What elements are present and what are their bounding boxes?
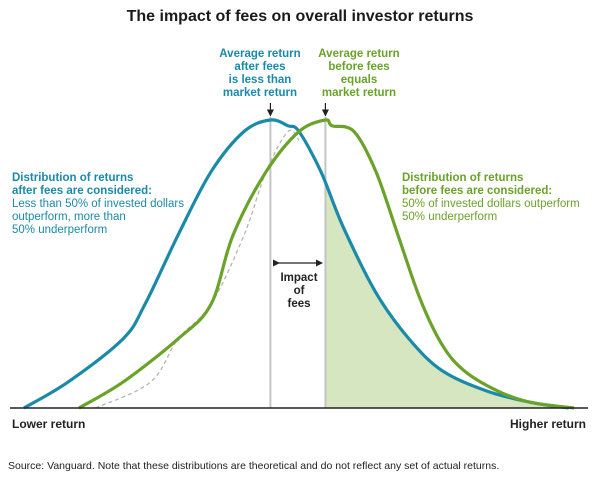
before-avg-label: Average return before fees equals market… [318,48,400,99]
lower-return-label: Lower return [12,417,86,431]
after-fees-curve [23,118,569,410]
after-dist-title: Distribution of returns after fees are c… [12,172,152,197]
chart-title: The impact of fees on overall investor r… [126,8,474,25]
shaded-outperform-region [325,182,569,408]
higher-return-label: Higher return [509,417,586,431]
before-fees-curve [78,118,575,410]
before-dist-body: 50% of invested dollars outperform 50% u… [402,198,580,223]
before-fees-dashed-curve [95,129,300,409]
impact-of-fees-label: Impact of fees [280,272,318,310]
before-dist-title: Distribution of returns before fees are … [402,172,553,197]
source-note: Source: Vanguard. Note that these distri… [8,460,500,472]
after-dist-body: Less than 50% of invested dollars outper… [12,198,184,236]
after-avg-label: Average return after fees is less than m… [219,48,301,99]
